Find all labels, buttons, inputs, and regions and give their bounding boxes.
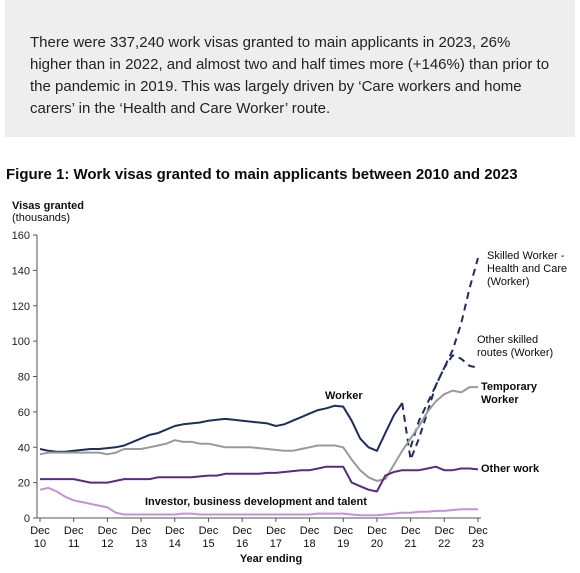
x-tick-label: Dec 15	[198, 525, 219, 550]
series-line	[39, 402, 404, 453]
y-tick-label: 20	[18, 478, 30, 490]
series-line	[39, 486, 478, 517]
y-tick-label: 60	[18, 407, 30, 419]
y-axis-title: Visas granted	[12, 200, 84, 212]
x-tick-label: Dec 10	[30, 525, 50, 550]
x-tick-label: Dec 18	[299, 525, 320, 550]
series-line	[401, 257, 479, 461]
series-line	[40, 465, 479, 493]
x-tick-label: Dec 22	[434, 525, 455, 550]
x-tick-label: Dec 11	[63, 525, 84, 550]
series-label: Other skilled routes (Worker)	[477, 334, 554, 359]
y-axis-unit: (thousands)	[12, 212, 71, 224]
summary-text: There were 337,240 work visas granted to…	[30, 34, 550, 117]
y-tick-label: 40	[18, 442, 30, 454]
series-label: Skilled Worker - Health and Care (Worker…	[487, 250, 568, 288]
x-tick-label: Dec 17	[266, 525, 286, 550]
x-tick-label: Dec 20	[367, 525, 387, 550]
series-line	[39, 386, 478, 482]
x-tick-label: Dec 23	[468, 525, 488, 550]
y-tick-label: 80	[18, 372, 30, 384]
x-tick-label: Dec 21	[400, 525, 421, 550]
y-tick-label: 160	[12, 230, 30, 242]
x-tick-label: Dec 13	[131, 525, 151, 550]
series-line	[409, 354, 479, 448]
series-label: Worker	[325, 390, 363, 402]
series-label: Other work	[481, 463, 540, 475]
x-tick-label: Dec 12	[97, 525, 118, 550]
y-tick-label: 140	[12, 265, 30, 277]
series-label: Temporary Worker	[481, 381, 538, 406]
x-axis-title: Year ending	[239, 553, 303, 565]
y-tick-label: 120	[12, 301, 30, 313]
chart-title: Figure 1: Work visas granted to main app…	[6, 166, 518, 183]
summary-box	[5, 0, 575, 137]
x-tick-label: Dec 19	[333, 525, 353, 550]
x-tick-label: Dec 14	[164, 525, 185, 550]
series-label: Investor, business development and talen…	[145, 496, 367, 508]
x-tick-label: Dec 16	[232, 525, 252, 550]
y-tick-label: 100	[12, 336, 30, 348]
y-tick-label: 0	[24, 513, 30, 525]
